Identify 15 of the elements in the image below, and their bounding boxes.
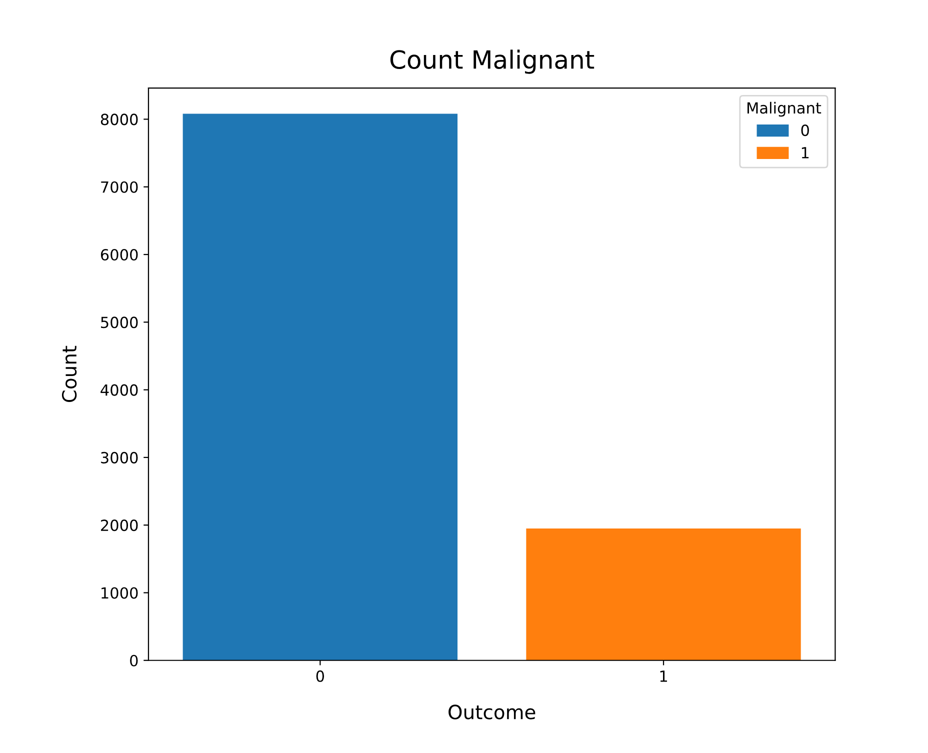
legend-label: 0 xyxy=(801,124,809,136)
y-tick-label: 6000 xyxy=(100,248,138,261)
y-tick-label: 2000 xyxy=(100,520,138,532)
y-tick-label: 3000 xyxy=(101,452,138,464)
y-tick-label: 5000 xyxy=(101,316,138,328)
y-tick-label: 0 xyxy=(130,654,138,666)
y-tick-label: 8000 xyxy=(100,114,138,126)
y-tick-label: 4000 xyxy=(100,384,138,396)
y-tick-label: 7000 xyxy=(101,181,138,193)
legend-label: 1 xyxy=(802,147,809,158)
x-axis-title: Outcome xyxy=(448,704,536,720)
chart-title: Count Malignant xyxy=(390,50,594,74)
legend-title: Malignant xyxy=(748,102,822,117)
y-axis-title: Count xyxy=(62,346,77,402)
y-tick-label: 1000 xyxy=(102,587,138,599)
